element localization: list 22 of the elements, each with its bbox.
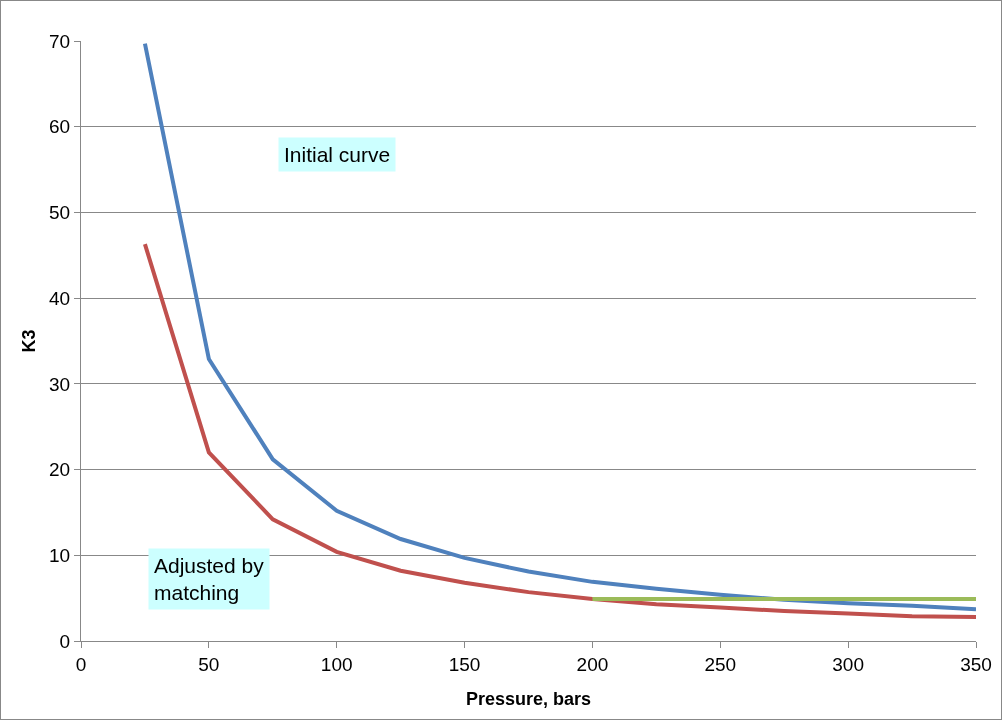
y-tick-label: 20 xyxy=(49,459,71,481)
y-tick-label: 50 xyxy=(49,202,71,224)
line-series xyxy=(142,242,976,619)
x-tick-label: 100 xyxy=(320,653,353,675)
line-series xyxy=(142,41,976,612)
y-tick-label: 0 xyxy=(59,630,71,652)
x-tick-label: 300 xyxy=(832,653,864,675)
x-tick-label: 50 xyxy=(198,653,220,675)
annotation: Initial curve xyxy=(284,143,391,166)
y-axis-title: K3 xyxy=(19,329,39,353)
y-tick-label: 10 xyxy=(49,544,71,566)
y-tick-label: 70 xyxy=(49,30,71,52)
x-tick-label: 250 xyxy=(704,653,737,675)
x-tick-label: 350 xyxy=(960,653,992,675)
y-tick-label: 40 xyxy=(49,287,71,309)
y-tick-label: 60 xyxy=(49,116,71,138)
annotation: Adjusted by matching xyxy=(154,554,265,605)
y-tick-label: 30 xyxy=(49,373,71,395)
x-tick-label: 0 xyxy=(75,653,87,675)
x-tick-label: 200 xyxy=(576,653,609,675)
x-tick-label: 150 xyxy=(448,653,481,675)
x-axis-title: Pressure, bars xyxy=(465,689,592,709)
